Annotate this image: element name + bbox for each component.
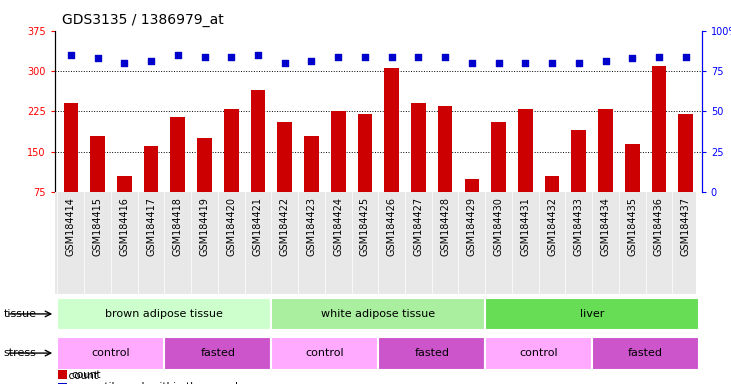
Point bbox=[359, 53, 371, 60]
Bar bbox=[277, 122, 292, 192]
Text: GSM184416: GSM184416 bbox=[119, 197, 129, 256]
Bar bbox=[224, 109, 238, 192]
Point bbox=[520, 60, 531, 66]
Bar bbox=[491, 122, 506, 192]
Bar bbox=[58, 337, 164, 369]
Text: count: count bbox=[62, 371, 98, 381]
Text: GSM184424: GSM184424 bbox=[333, 197, 343, 256]
Point bbox=[145, 58, 157, 65]
Point bbox=[118, 60, 130, 66]
Text: GSM184414: GSM184414 bbox=[66, 197, 76, 256]
Bar bbox=[64, 103, 78, 192]
Point bbox=[466, 60, 477, 66]
Text: GSM184433: GSM184433 bbox=[574, 197, 584, 256]
Text: GSM184419: GSM184419 bbox=[200, 197, 210, 256]
Text: GSM184429: GSM184429 bbox=[467, 197, 477, 256]
Bar bbox=[651, 66, 667, 192]
Text: GSM184430: GSM184430 bbox=[493, 197, 504, 256]
Bar bbox=[58, 298, 271, 330]
Point bbox=[412, 53, 424, 60]
Bar bbox=[598, 109, 613, 192]
Text: brown adipose tissue: brown adipose tissue bbox=[105, 309, 224, 319]
Bar bbox=[545, 176, 559, 192]
Point bbox=[92, 55, 104, 61]
Text: GSM184427: GSM184427 bbox=[414, 197, 423, 256]
Point bbox=[653, 53, 664, 60]
Text: control: control bbox=[520, 348, 558, 358]
Text: GSM184418: GSM184418 bbox=[173, 197, 183, 256]
Text: GSM184422: GSM184422 bbox=[280, 197, 289, 256]
Bar bbox=[117, 176, 132, 192]
Bar bbox=[572, 130, 586, 192]
Text: fasted: fasted bbox=[200, 348, 235, 358]
Point bbox=[252, 52, 264, 58]
Text: GSM184417: GSM184417 bbox=[146, 197, 156, 256]
Text: percentile rank within the sample: percentile rank within the sample bbox=[62, 382, 244, 384]
Point bbox=[546, 60, 558, 66]
Bar bbox=[251, 90, 265, 192]
Point bbox=[172, 52, 183, 58]
Point bbox=[306, 58, 317, 65]
Point bbox=[599, 58, 611, 65]
Text: GSM184426: GSM184426 bbox=[387, 197, 397, 256]
Point bbox=[680, 53, 692, 60]
Text: GSM184436: GSM184436 bbox=[654, 197, 664, 256]
Point bbox=[386, 53, 398, 60]
Bar bbox=[411, 103, 425, 192]
Bar bbox=[357, 114, 372, 192]
Text: liver: liver bbox=[580, 309, 605, 319]
Point bbox=[65, 52, 77, 58]
Text: GSM184437: GSM184437 bbox=[681, 197, 691, 256]
Text: control: control bbox=[91, 348, 130, 358]
Text: GSM184435: GSM184435 bbox=[627, 197, 637, 256]
Point bbox=[333, 53, 344, 60]
Bar bbox=[331, 111, 346, 192]
Bar bbox=[58, 370, 67, 379]
Text: GSM184432: GSM184432 bbox=[547, 197, 557, 256]
Text: GSM184425: GSM184425 bbox=[360, 197, 370, 256]
Bar bbox=[438, 106, 452, 192]
Bar bbox=[678, 114, 693, 192]
Text: GSM184434: GSM184434 bbox=[601, 197, 610, 256]
Point bbox=[279, 60, 291, 66]
Point bbox=[225, 53, 237, 60]
Bar bbox=[271, 337, 379, 369]
Bar bbox=[197, 138, 212, 192]
Text: GSM184415: GSM184415 bbox=[93, 197, 102, 256]
Bar bbox=[90, 136, 105, 192]
Text: GSM184431: GSM184431 bbox=[520, 197, 530, 256]
Text: GSM184421: GSM184421 bbox=[253, 197, 263, 256]
Bar bbox=[485, 337, 592, 369]
Bar bbox=[304, 136, 319, 192]
Point bbox=[626, 55, 638, 61]
Bar bbox=[625, 144, 640, 192]
Bar bbox=[58, 383, 67, 384]
Point bbox=[573, 60, 585, 66]
Text: count: count bbox=[72, 370, 101, 381]
Text: control: control bbox=[306, 348, 344, 358]
Text: GSM184428: GSM184428 bbox=[440, 197, 450, 256]
Point bbox=[493, 60, 504, 66]
Bar bbox=[385, 68, 399, 192]
Point bbox=[199, 53, 211, 60]
Bar bbox=[592, 337, 699, 369]
Bar bbox=[170, 117, 185, 192]
Bar bbox=[378, 337, 485, 369]
Text: GDS3135 / 1386979_at: GDS3135 / 1386979_at bbox=[62, 13, 224, 27]
Bar bbox=[271, 298, 485, 330]
Text: GSM184423: GSM184423 bbox=[306, 197, 317, 256]
Text: fasted: fasted bbox=[414, 348, 450, 358]
Point bbox=[439, 53, 451, 60]
Bar bbox=[485, 298, 699, 330]
Bar bbox=[144, 146, 159, 192]
Text: fasted: fasted bbox=[628, 348, 663, 358]
Bar bbox=[164, 337, 271, 369]
Bar bbox=[464, 179, 480, 192]
Text: white adipose tissue: white adipose tissue bbox=[321, 309, 436, 319]
Text: GSM184420: GSM184420 bbox=[227, 197, 236, 256]
Bar bbox=[518, 109, 533, 192]
Text: tissue: tissue bbox=[4, 309, 37, 319]
Text: stress: stress bbox=[4, 348, 37, 358]
